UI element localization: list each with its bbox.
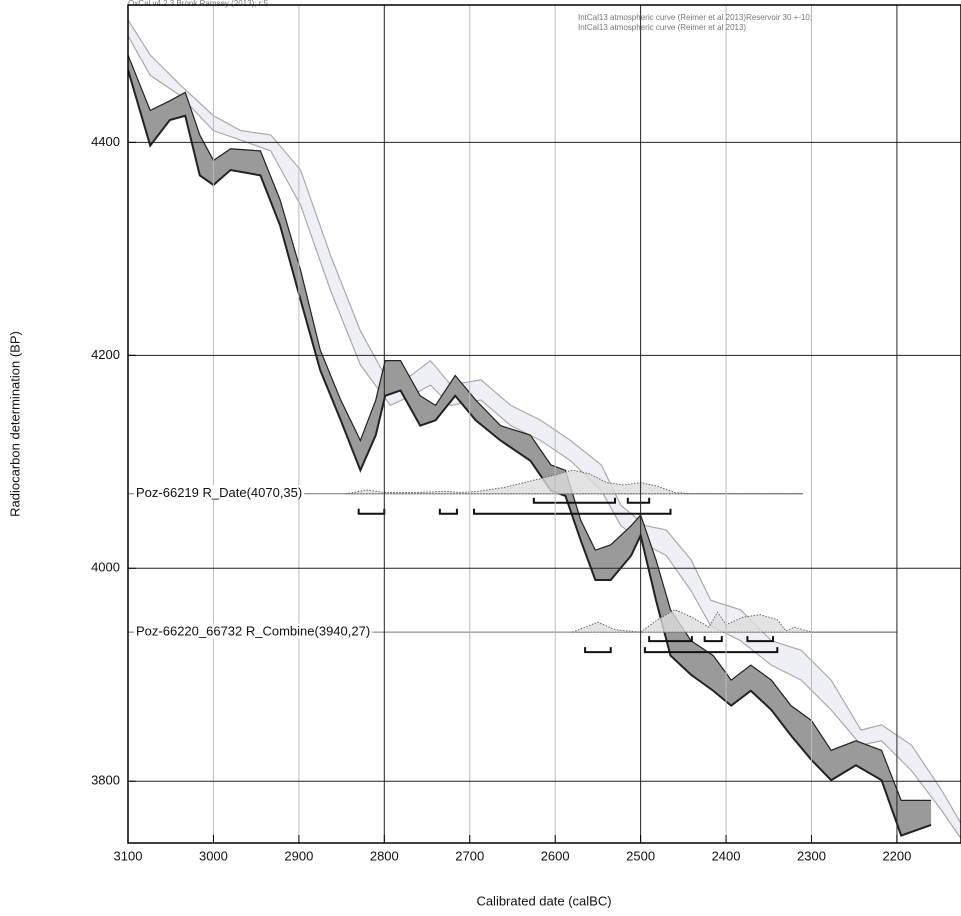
y-tick-label: 4000 xyxy=(91,560,120,575)
x-tick-label: 3100 xyxy=(114,848,143,863)
range-bracket xyxy=(648,636,693,643)
x-tick-label: 2300 xyxy=(797,848,826,863)
y-tick-label: 3800 xyxy=(91,773,120,788)
curve-band xyxy=(128,55,932,836)
range-bracket xyxy=(357,508,386,515)
x-tick-label: 2400 xyxy=(712,848,741,863)
probability xyxy=(345,469,803,495)
probability xyxy=(572,609,897,633)
x-tick-label: 2700 xyxy=(455,848,484,863)
range-bracket xyxy=(438,508,458,515)
range-bracket xyxy=(703,636,723,643)
x-tick-label: 2200 xyxy=(882,848,911,863)
range-bracket xyxy=(643,647,779,654)
date-label: Poz-66220_66732 R_Combine(3940,27) xyxy=(136,624,370,639)
y-tick-label: 4200 xyxy=(91,347,120,362)
x-tick-label: 2900 xyxy=(284,848,313,863)
label-bg xyxy=(134,485,305,501)
range-bracket xyxy=(532,497,616,504)
y-axis-label: Radiocarbon determination (BP) xyxy=(7,331,22,517)
range-bracket xyxy=(746,636,775,643)
x-tick-label: 2800 xyxy=(370,848,399,863)
legend-entry: IntCal13 atmospheric curve (Reimer et al… xyxy=(578,23,746,32)
x-tick-label: 2500 xyxy=(626,848,655,863)
curve-upper xyxy=(128,54,932,802)
curve-band xyxy=(128,19,961,839)
range-bracket xyxy=(473,508,672,515)
plot-frame xyxy=(127,4,961,844)
curve-lower xyxy=(128,69,932,837)
x-tick-label: 2600 xyxy=(541,848,570,863)
date-label: Poz-66219 R_Date(4070,35) xyxy=(136,485,302,500)
x-tick-label: 3000 xyxy=(199,848,228,863)
range-bracket xyxy=(584,647,612,654)
x-axis-label: Calibrated date (calBC) xyxy=(476,893,611,908)
y-tick-label: 4400 xyxy=(91,134,120,149)
label-bg xyxy=(134,623,373,639)
chart-title: OxCal v4.2.3 Bronk Ramsey (2013); r:5 xyxy=(128,0,269,8)
range-bracket xyxy=(626,497,651,504)
legend-entry: IntCal13 atmospheric curve (Reimer et al… xyxy=(578,13,812,22)
plot-area xyxy=(128,19,961,840)
